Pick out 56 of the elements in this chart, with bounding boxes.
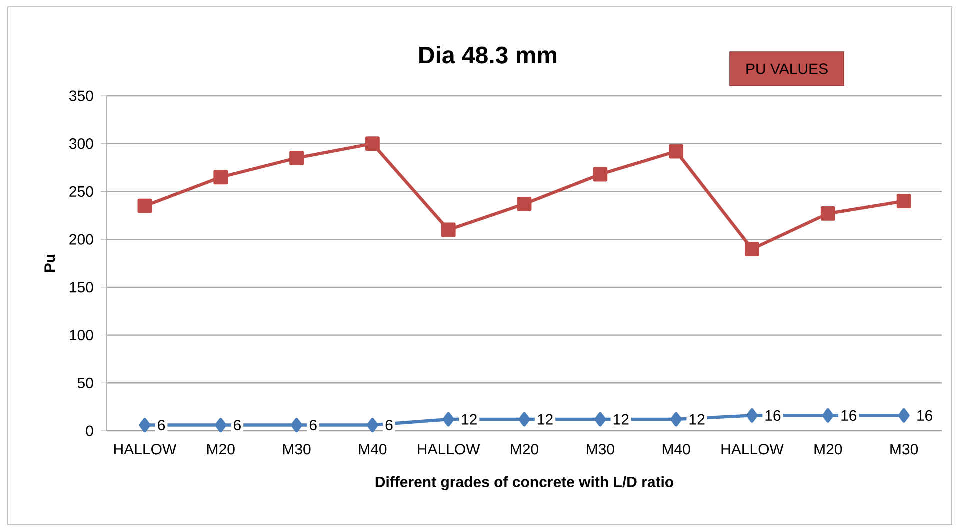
x-axis-title: Different grades of concrete with L/D ratio xyxy=(376,476,674,490)
point xyxy=(517,196,532,212)
x-tick-label: M40 xyxy=(359,444,387,455)
y-tick-label: 350 xyxy=(69,90,94,102)
point xyxy=(820,206,836,221)
x-tick-label: M30 xyxy=(587,444,614,455)
y-tick-label: 300 xyxy=(69,138,94,150)
y-tick-label: 50 xyxy=(78,378,94,388)
point xyxy=(669,144,684,159)
text: PU VALUES xyxy=(746,64,828,74)
y-axis-title: Pu xyxy=(44,254,56,272)
point xyxy=(365,136,380,152)
x-tick-label: HALLOW xyxy=(114,444,177,455)
y-tick-label: 0 xyxy=(86,426,94,436)
y-tick-label: 200 xyxy=(70,234,94,245)
data-label: 6 xyxy=(158,420,166,431)
chart-title: Dia 48.3 mm xyxy=(420,46,557,64)
data-label: 6 xyxy=(386,420,393,431)
x-tick-label: M20 xyxy=(208,444,235,455)
x-tick-label: HALLOW xyxy=(418,444,480,455)
point xyxy=(366,418,378,432)
y-tick-label: 100 xyxy=(70,330,94,341)
point xyxy=(139,418,151,432)
x-tick-label: M30 xyxy=(890,444,918,455)
point xyxy=(215,418,227,432)
point xyxy=(290,418,303,432)
data-label: 16 xyxy=(842,410,857,422)
point xyxy=(518,412,530,427)
data-label: 12 xyxy=(538,414,553,425)
data-label: 12 xyxy=(690,414,705,425)
data-label: 12 xyxy=(614,414,629,425)
data-label: 6 xyxy=(234,420,241,431)
x-tick-label: M40 xyxy=(662,444,690,455)
point xyxy=(822,408,834,423)
point xyxy=(442,412,454,427)
point xyxy=(746,408,758,423)
data-label: 6 xyxy=(310,420,317,431)
x-tick-label: HALLOW xyxy=(722,444,784,455)
y-tick-label: 150 xyxy=(70,282,94,293)
x-tick-label: M20 xyxy=(511,444,538,455)
point xyxy=(214,170,228,185)
data-label: 16 xyxy=(918,410,932,422)
data-label: 16 xyxy=(766,410,781,422)
point xyxy=(290,151,304,166)
x-tick-label: M30 xyxy=(283,444,311,455)
point xyxy=(898,408,910,423)
point xyxy=(670,412,682,427)
point xyxy=(138,198,152,214)
point xyxy=(896,194,912,208)
point xyxy=(593,167,608,182)
point xyxy=(441,222,456,238)
data-label: 12 xyxy=(462,414,477,425)
x-tick-label: M20 xyxy=(814,444,842,455)
point xyxy=(594,412,606,427)
y-tick-label: 250 xyxy=(70,186,94,198)
point xyxy=(745,242,760,256)
